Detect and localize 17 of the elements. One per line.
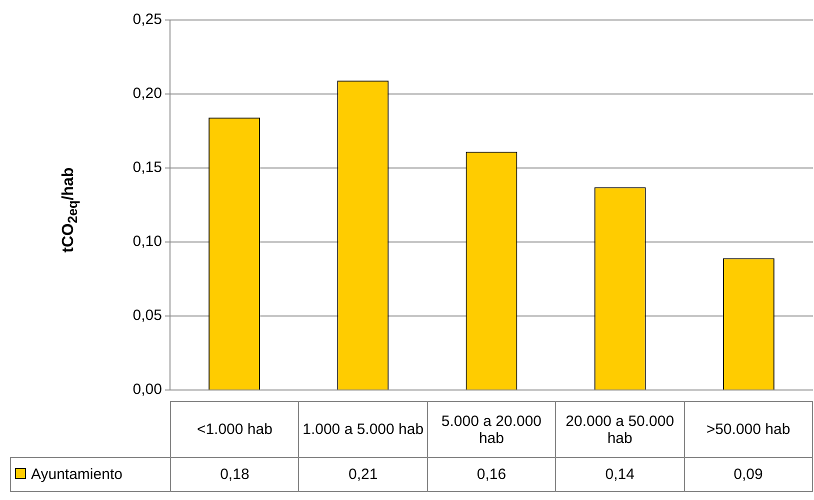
x-tick-label: >50.000 hab <box>684 402 812 458</box>
y-tick-label: 0,25 <box>132 11 162 28</box>
x-tick-label: 5.000 a 20.000 hab <box>427 402 556 458</box>
x-tick-label: 1.000 a 5.000 hab <box>298 402 428 458</box>
y-tick-label: 0,20 <box>132 85 162 102</box>
y-tick-label: 0,00 <box>132 381 162 398</box>
data-label: 0,16 <box>427 458 556 492</box>
x-tick-label: 20.000 a 50.000 hab <box>556 402 684 458</box>
y-tick-label: 0,15 <box>132 159 162 176</box>
legend-label: Ayuntamiento <box>10 458 170 492</box>
data-label: 0,09 <box>684 458 812 492</box>
data-label: 0,14 <box>556 458 684 492</box>
data-label: 0,21 <box>298 458 428 492</box>
y-tick-label: 0,10 <box>132 233 162 250</box>
y-tick-label: 0,05 <box>132 307 162 324</box>
x-tick-label: <1.000 hab <box>170 402 299 458</box>
data-label: 0,18 <box>170 458 299 492</box>
